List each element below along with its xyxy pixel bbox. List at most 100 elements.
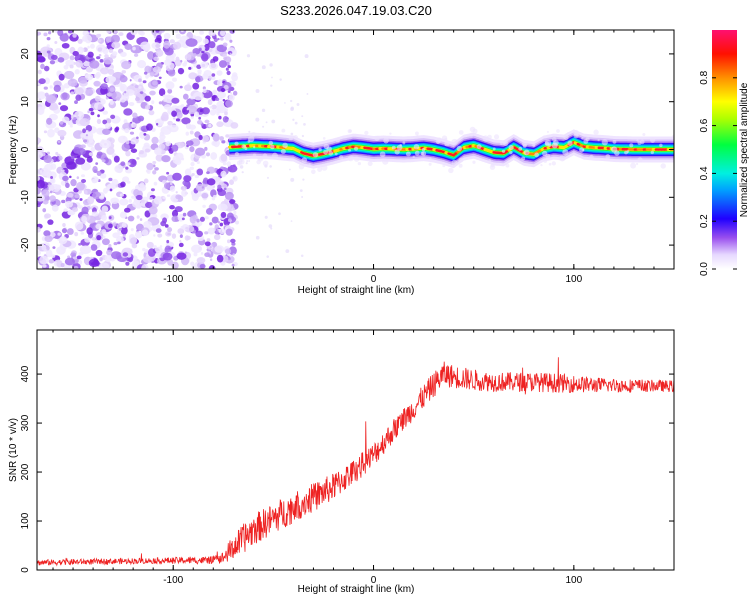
noise-speckle [177,228,185,235]
noise-speckle [235,220,239,225]
noise-speckle [167,69,176,77]
noise-speckle [166,125,171,129]
ridge-core [447,152,452,156]
noise-speckle [76,181,86,191]
noise-speckle [113,241,118,246]
colorbar-tick-label: 0.8 [699,70,710,84]
noise-speckle [271,76,273,79]
noise-speckle [119,75,128,83]
noise-speckle [210,152,218,160]
snr-frame [36,329,675,571]
ridge-halo [389,132,392,135]
noise-speckle [101,229,107,235]
noise-speckle [126,162,131,166]
ridge-halo [605,154,611,159]
noise-speckle [88,152,94,157]
noise-speckle [255,235,260,240]
noise-speckle [45,249,53,258]
noise-speckle [182,224,189,231]
noise-speckle [106,147,115,155]
noise-speckle [88,258,100,268]
noise-speckle [146,169,151,174]
noise-speckle [95,44,107,53]
noise-speckle [107,68,115,75]
noise-speckle [59,105,69,112]
ridge-halo [582,148,585,152]
noise-speckle [37,151,43,159]
noise-speckle [224,191,234,200]
noise-speckle [137,60,147,69]
spectrogram-ytick-label: -20 [20,237,31,252]
noise-speckle [159,30,165,33]
ridge-halo [551,142,558,149]
noise-speckle [294,121,298,125]
ridge-halo [402,141,406,145]
ridge-core [450,153,455,157]
ridge-core [513,146,519,151]
noise-speckle [125,261,130,266]
noise-speckle [225,134,230,138]
noise-speckle [119,211,127,219]
noise-speckle [62,175,69,182]
noise-speckle [81,206,89,215]
noise-speckle [136,100,140,104]
noise-speckle [211,241,218,247]
noise-speckle [232,72,238,77]
noise-speckle [290,132,294,136]
noise-speckle [146,123,153,131]
noise-speckle [166,171,170,175]
noise-speckle [284,102,286,104]
noise-speckle [248,130,251,133]
noise-speckle [167,259,174,266]
spectrogram-ytick-label: 10 [20,96,31,108]
noise-speckle [176,252,187,260]
noise-speckle [220,170,227,178]
noise-speckle [194,111,200,118]
noise-speckle [222,53,228,58]
noise-speckle [87,110,90,114]
noise-speckle [153,234,156,237]
noise-speckle [175,33,181,39]
noise-speckle [222,162,227,166]
noise-speckle [217,184,222,190]
colorbar-tick-label: 0.2 [699,214,710,228]
noise-speckle [158,88,166,97]
noise-speckle [185,140,194,147]
noise-speckle [78,76,88,84]
noise-speckle [304,54,309,59]
noise-speckle [180,30,184,33]
ridge-halo [548,162,552,166]
noise-speckle [110,251,122,260]
noise-speckle [50,54,58,60]
noise-speckle [122,176,130,183]
noise-speckle [69,124,73,128]
noise-speckle [149,71,155,77]
ridge-halo [298,163,305,170]
noise-speckle [285,249,290,254]
noise-speckle [219,30,226,37]
noise-speckle [193,252,198,257]
ridge-core [483,148,489,152]
noise-speckle [37,56,46,63]
noise-speckle [96,118,102,124]
noise-speckle [194,147,206,156]
noise-speckle [110,34,120,44]
noise-speckle [158,76,162,80]
noise-speckle [97,39,102,43]
colorbar: 0.0 0.2 0.4 0.6 0.8 Normalized spectral ampl… [699,30,750,276]
snr-ytick-label: 300 [20,414,31,431]
ridge-halo [456,145,463,152]
noise-speckle [110,197,120,205]
noise-speckle [133,188,140,197]
ridge-band [229,137,674,161]
noise-speckle [208,48,213,52]
noise-speckle [152,80,158,86]
noise-speckle [111,51,118,56]
noise-speckle [186,98,196,106]
noise-speckle [99,139,112,149]
noise-speckle [84,190,88,194]
noise-speckle [131,195,136,199]
noise-speckle [145,104,151,110]
noise-speckle [144,65,152,74]
noise-speckle [175,118,180,122]
